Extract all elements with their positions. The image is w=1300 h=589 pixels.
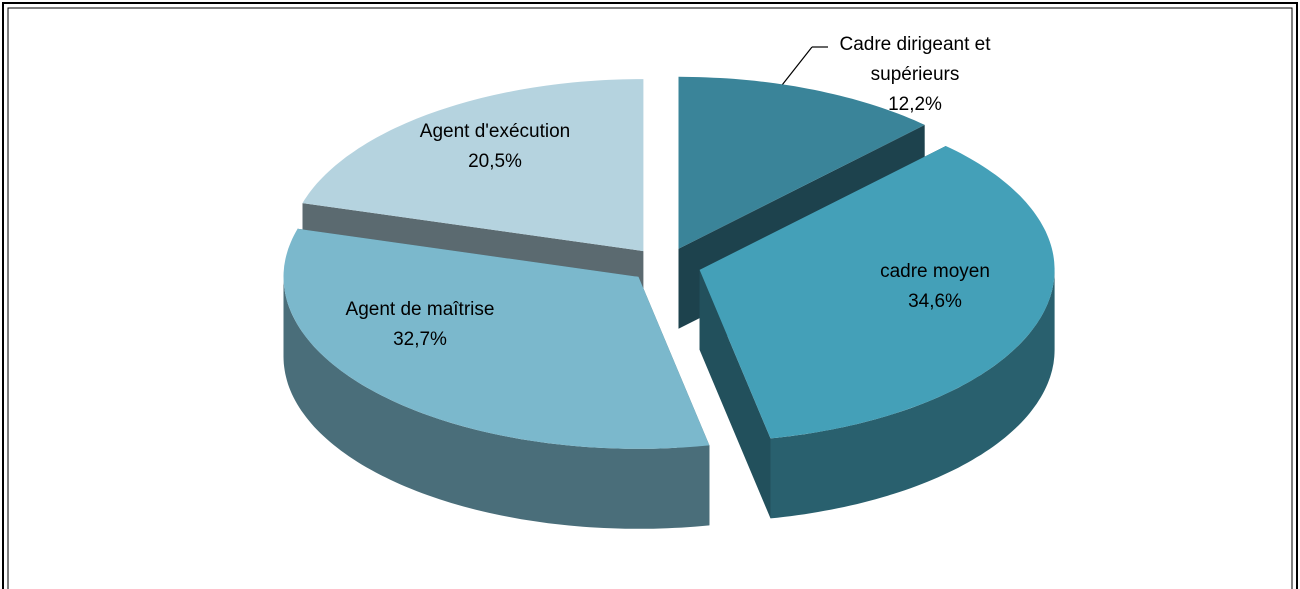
value-label: 32,7% bbox=[393, 329, 447, 350]
slice-side bbox=[770, 269, 1055, 519]
slice bbox=[699, 146, 1055, 519]
value-label: 12,2% bbox=[888, 94, 942, 115]
category-label: Agent de maîtrise bbox=[345, 299, 495, 320]
slice-side bbox=[283, 276, 710, 529]
data-label: Agent de maîtrise 32,7% bbox=[300, 295, 540, 355]
slice bbox=[678, 76, 925, 249]
slice bbox=[283, 228, 710, 449]
category-label: Agent d'exécution bbox=[419, 121, 571, 142]
value-label: 34,6% bbox=[908, 291, 962, 312]
slice bbox=[283, 228, 710, 529]
slice bbox=[699, 146, 1055, 439]
data-label: cadre moyen 34,6% bbox=[835, 257, 1035, 317]
data-label: Cadre dirigeant et supérieurs 12,2% bbox=[825, 30, 1005, 120]
slice bbox=[302, 79, 644, 252]
category-label: Cadre dirigeant et supérieurs bbox=[839, 34, 991, 85]
category-label: cadre moyen bbox=[880, 261, 990, 282]
value-label: 20,5% bbox=[468, 151, 522, 172]
data-label: Agent d'exécution 20,5% bbox=[375, 117, 615, 177]
slice-wall bbox=[699, 269, 771, 519]
